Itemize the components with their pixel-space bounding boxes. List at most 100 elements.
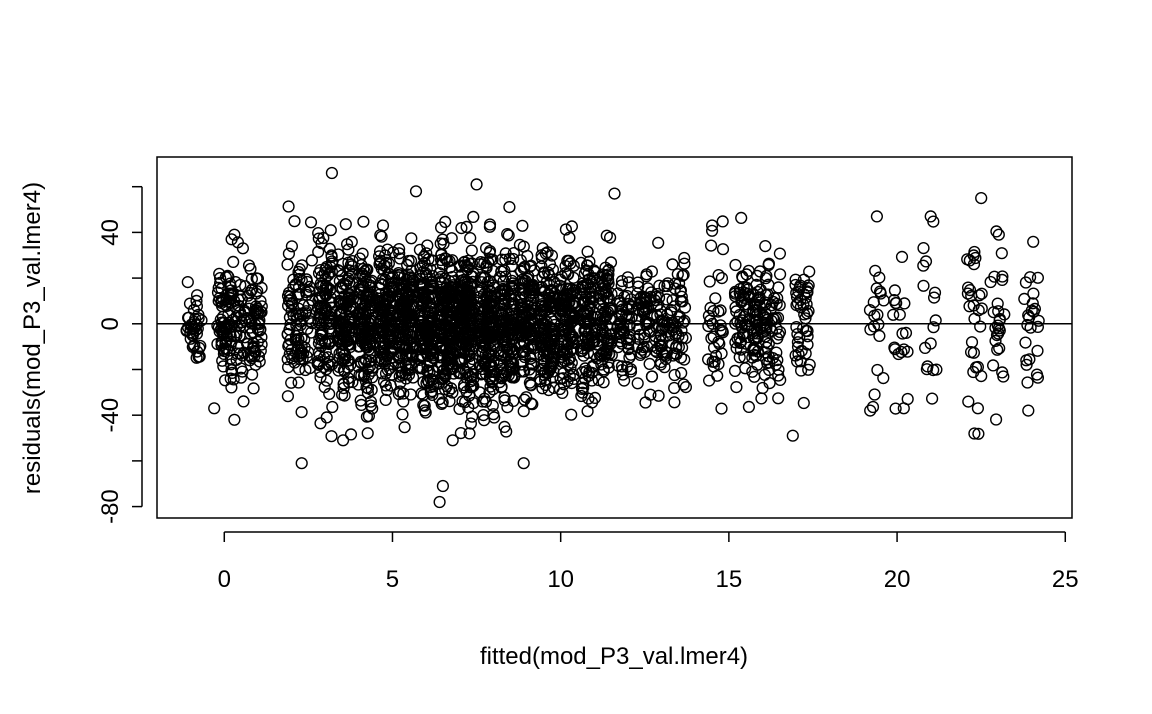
data-point: [479, 395, 493, 408]
data-point: [399, 368, 412, 381]
data-point: [611, 359, 624, 372]
data-point: [547, 292, 560, 305]
data-point: [653, 279, 666, 292]
data-point: [644, 290, 657, 303]
data-point: [866, 400, 880, 414]
data-point: [393, 370, 406, 383]
data-point: [477, 288, 491, 301]
data-point: [798, 308, 811, 321]
data-point: [242, 259, 256, 272]
data-point: [714, 304, 727, 317]
data-point: [707, 360, 720, 373]
data-point: [216, 300, 229, 313]
data-point: [404, 388, 417, 401]
data-point: [924, 210, 937, 223]
data-point: [707, 305, 720, 318]
data-point: [773, 247, 787, 260]
data-point: [354, 394, 367, 407]
data-point: [797, 396, 810, 410]
data-point: [920, 363, 934, 376]
data-point: [466, 368, 480, 381]
data-point: [494, 270, 507, 283]
data-point: [476, 334, 489, 347]
data-point: [292, 376, 305, 389]
data-point: [463, 356, 476, 369]
data-point: [967, 365, 980, 379]
data-point: [588, 391, 602, 405]
data-point: [673, 310, 686, 323]
data-point: [566, 287, 580, 300]
data-point: [565, 408, 578, 421]
y-tick-label: -80: [97, 489, 124, 524]
data-point: [326, 400, 339, 414]
data-point: [498, 325, 511, 338]
data-point: [583, 366, 596, 379]
data-point: [253, 355, 266, 368]
data-point: [475, 282, 489, 295]
data-point: [190, 294, 203, 308]
data-point: [313, 349, 326, 362]
data-point: [337, 345, 350, 358]
data-point: [213, 267, 226, 280]
data-point: [794, 301, 807, 314]
data-point: [706, 355, 719, 368]
data-point: [353, 252, 366, 265]
data-point: [967, 249, 980, 262]
data-point: [748, 370, 761, 383]
data-point: [215, 335, 228, 348]
data-point: [739, 286, 752, 300]
data-point: [453, 402, 466, 416]
data-point: [419, 406, 432, 419]
data-point: [407, 371, 420, 384]
x-axis-title: fitted(mod_P3_val.lmer4): [480, 643, 748, 670]
data-point: [760, 313, 774, 327]
data-point: [600, 292, 614, 305]
data-point: [519, 274, 532, 287]
data-point: [535, 362, 548, 375]
data-point: [281, 258, 294, 271]
data-point: [679, 381, 693, 394]
data-point: [393, 252, 407, 265]
data-point: [559, 223, 573, 236]
data-point: [735, 211, 748, 225]
data-point: [282, 200, 295, 213]
data-point: [772, 328, 785, 341]
data-point: [990, 329, 1004, 342]
data-point: [917, 279, 930, 292]
data-point: [486, 339, 500, 353]
data-point: [396, 408, 409, 421]
x-tick-label: 10: [547, 566, 574, 593]
data-point: [374, 256, 387, 269]
data-point: [716, 215, 729, 228]
data-point: [962, 395, 975, 408]
data-point: [666, 349, 680, 362]
data-point: [311, 301, 325, 314]
data-point: [515, 346, 529, 359]
data-point: [320, 374, 333, 387]
data-point: [314, 417, 327, 430]
data-point: [191, 345, 204, 358]
data-point: [195, 314, 208, 327]
data-point: [677, 378, 690, 391]
data-point: [561, 254, 574, 268]
data-point: [282, 247, 296, 260]
data-point: [974, 320, 987, 333]
data-point: [559, 293, 573, 306]
data-point: [478, 414, 491, 427]
data-point: [873, 329, 886, 343]
data-point: [300, 273, 313, 286]
data-point: [305, 254, 319, 267]
data-point: [393, 247, 406, 260]
data-point: [581, 405, 594, 418]
data-point: [1022, 404, 1035, 417]
data-point: [925, 392, 939, 405]
data-point: [1019, 336, 1032, 349]
data-point: [337, 353, 350, 366]
data-point: [797, 298, 810, 311]
data-point: [325, 430, 338, 443]
data-point: [633, 328, 647, 341]
data-point: [709, 292, 722, 305]
data-point: [1027, 287, 1040, 300]
data-point: [969, 251, 982, 265]
data-point: [502, 229, 515, 242]
